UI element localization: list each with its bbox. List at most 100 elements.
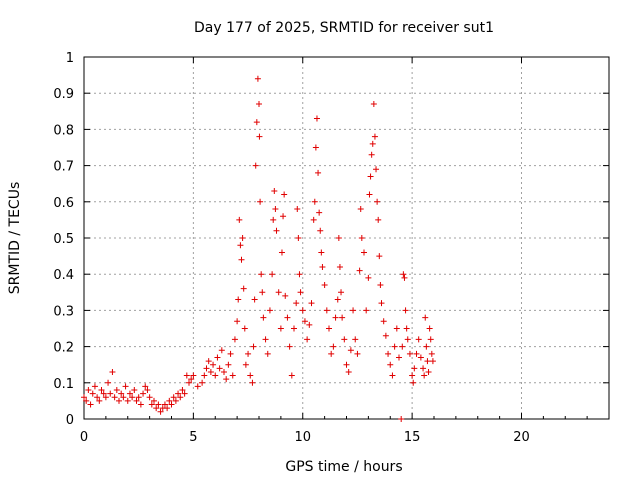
data-point bbox=[306, 321, 313, 328]
data-point bbox=[146, 394, 153, 401]
data-point bbox=[385, 350, 392, 357]
data-point bbox=[363, 307, 370, 314]
data-point bbox=[335, 235, 342, 241]
data-point bbox=[216, 365, 223, 372]
data-point bbox=[404, 336, 411, 343]
data-point bbox=[223, 376, 230, 383]
data-point bbox=[347, 347, 354, 354]
data-point bbox=[428, 350, 435, 357]
data-point bbox=[181, 390, 188, 397]
data-point bbox=[402, 307, 409, 314]
data-point bbox=[352, 336, 359, 343]
data-point bbox=[188, 376, 195, 383]
data-point bbox=[81, 394, 87, 401]
data-point bbox=[207, 368, 214, 375]
data-point bbox=[330, 343, 337, 350]
data-point bbox=[308, 300, 315, 307]
data-point bbox=[133, 397, 140, 404]
data-point bbox=[345, 368, 352, 375]
data-point bbox=[260, 314, 267, 321]
data-point bbox=[371, 133, 378, 140]
data-point bbox=[225, 361, 232, 368]
y-tick-label: 0.3 bbox=[53, 304, 74, 319]
data-point bbox=[113, 387, 120, 394]
data-point bbox=[301, 318, 308, 325]
data-point bbox=[332, 314, 339, 321]
data-point bbox=[257, 198, 264, 205]
data-point bbox=[370, 101, 377, 108]
data-point bbox=[94, 394, 101, 401]
data-point bbox=[190, 372, 197, 379]
data-point bbox=[310, 216, 317, 223]
data-point bbox=[205, 358, 212, 365]
data-point bbox=[91, 383, 98, 390]
x-tick-label: 15 bbox=[404, 430, 421, 445]
data-point bbox=[304, 336, 311, 343]
data-point bbox=[295, 235, 302, 241]
y-tick-label: 0.4 bbox=[53, 268, 74, 283]
data-point bbox=[281, 191, 288, 198]
data-point bbox=[297, 289, 304, 296]
data-point bbox=[221, 368, 227, 375]
data-point bbox=[323, 307, 330, 314]
data-point bbox=[396, 354, 402, 361]
data-point bbox=[321, 282, 328, 289]
data-point bbox=[122, 383, 129, 390]
data-point bbox=[245, 350, 252, 357]
data-point bbox=[212, 372, 219, 379]
data-point bbox=[239, 235, 246, 241]
data-point bbox=[334, 296, 341, 303]
data-points bbox=[81, 75, 436, 422]
data-point bbox=[288, 372, 295, 379]
data-point bbox=[369, 140, 376, 147]
data-point bbox=[241, 325, 248, 332]
data-point bbox=[380, 318, 387, 325]
data-point bbox=[186, 379, 192, 386]
x-tick-label: 5 bbox=[189, 430, 197, 445]
data-point bbox=[275, 289, 282, 296]
data-point bbox=[269, 271, 276, 278]
data-point bbox=[326, 325, 332, 332]
data-point bbox=[358, 235, 365, 241]
data-point bbox=[142, 383, 149, 390]
data-point bbox=[203, 365, 210, 372]
data-point bbox=[98, 387, 105, 394]
axis-ticks: 00.10.20.30.40.50.60.70.80.910 5 10 15 20 bbox=[53, 51, 610, 445]
y-tick-label: 0.6 bbox=[53, 196, 74, 211]
data-point bbox=[398, 416, 405, 422]
data-point bbox=[293, 300, 300, 307]
data-point bbox=[168, 401, 175, 408]
data-point bbox=[382, 332, 389, 339]
data-point bbox=[135, 394, 142, 401]
data-point bbox=[164, 405, 171, 412]
data-point bbox=[338, 289, 345, 296]
data-point bbox=[403, 325, 410, 332]
y-tick-label: 0.7 bbox=[53, 160, 74, 175]
data-point bbox=[377, 282, 384, 289]
data-point bbox=[336, 263, 343, 270]
data-point bbox=[137, 401, 144, 408]
data-point bbox=[102, 394, 109, 401]
data-point bbox=[429, 358, 436, 365]
data-point bbox=[124, 397, 131, 404]
data-point bbox=[175, 390, 182, 397]
data-point bbox=[354, 350, 361, 357]
data-point bbox=[286, 343, 293, 350]
data-point bbox=[357, 206, 364, 213]
data-point bbox=[100, 390, 107, 397]
data-point bbox=[166, 397, 173, 404]
data-point bbox=[420, 365, 427, 372]
data-point bbox=[87, 401, 94, 408]
y-tick-label: 0 bbox=[66, 413, 74, 428]
data-point bbox=[273, 227, 280, 234]
data-point bbox=[266, 307, 273, 314]
y-tick-label: 0.2 bbox=[53, 341, 74, 356]
y-tick-label: 0.9 bbox=[53, 87, 74, 102]
data-point bbox=[422, 314, 429, 321]
data-point bbox=[356, 267, 363, 274]
data-point bbox=[153, 405, 160, 412]
data-point bbox=[277, 325, 284, 332]
data-point bbox=[366, 191, 373, 198]
data-point bbox=[411, 365, 418, 372]
